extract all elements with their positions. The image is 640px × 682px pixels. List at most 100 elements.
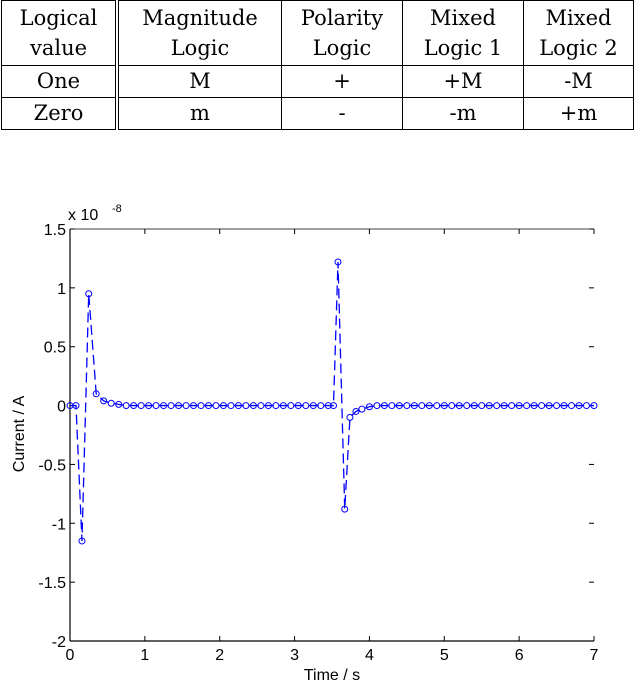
data-point	[175, 402, 183, 410]
data-point	[257, 402, 265, 410]
data-point	[249, 402, 257, 410]
table-cell: -M	[523, 65, 634, 98]
data-point	[523, 402, 531, 410]
x-tick-label: 3	[290, 647, 299, 664]
data-point	[152, 402, 160, 410]
data-point	[219, 402, 227, 410]
data-point	[107, 399, 115, 407]
y-tick-label: 1	[57, 281, 66, 298]
data-point	[373, 402, 381, 410]
y-tick-label: 1.5	[44, 222, 66, 239]
data-point	[130, 402, 138, 410]
header-line: Mixed	[430, 6, 496, 30]
data-point	[190, 402, 198, 410]
header-line: value	[29, 36, 88, 60]
table-header-row: Logical value Magnitude Logic Polarity Logi…	[1, 0, 634, 66]
logic-table: Logical value Magnitude Logic Polarity Logi…	[1, 0, 634, 130]
data-point	[410, 402, 418, 410]
table-cell: One	[1, 65, 119, 98]
data-point	[234, 402, 242, 410]
table-cell: Zero	[1, 97, 119, 130]
x-tick-label: 6	[515, 647, 524, 664]
data-point	[72, 402, 80, 410]
data-point	[388, 402, 396, 410]
data-point	[137, 402, 145, 410]
data-point	[167, 402, 175, 410]
data-point	[553, 402, 561, 410]
data-point	[530, 402, 538, 410]
data-point	[455, 402, 463, 410]
data-point	[346, 413, 354, 421]
data-point	[317, 402, 325, 410]
axes: 0 1 2 3 4 5 6 7 1.5 1 0.5 0 -0.5 -1 -1.5 -2	[38, 222, 598, 664]
table-cell: M	[116, 65, 282, 98]
data-point	[538, 402, 546, 410]
y-tick-label: 0	[57, 399, 66, 416]
data-point	[403, 402, 411, 410]
data-point	[287, 402, 295, 410]
data-point	[418, 402, 426, 410]
data-point	[294, 402, 302, 410]
y-tick-label: -0.5	[38, 457, 66, 474]
data-point	[341, 505, 349, 513]
data-point	[264, 402, 272, 410]
y-tick-label: 0.5	[44, 340, 66, 357]
data-point	[204, 402, 212, 410]
data-point	[508, 402, 516, 410]
table-cell: +	[281, 65, 403, 98]
data-point	[272, 402, 280, 410]
header-line: Logic	[170, 36, 230, 60]
x-tick-label: 2	[215, 647, 224, 664]
data-point	[329, 402, 337, 410]
data-point	[85, 290, 93, 298]
data-point	[590, 402, 598, 410]
header-line: Logical	[19, 6, 98, 30]
data-point	[560, 402, 568, 410]
header-line: Polarity	[300, 6, 384, 30]
y-tick-label: -2	[52, 634, 66, 651]
data-point	[575, 402, 583, 410]
y-exponent-base: x 10	[68, 207, 98, 224]
data-point	[334, 258, 342, 266]
data-point	[440, 402, 448, 410]
data-point	[160, 402, 168, 410]
data-point	[583, 402, 591, 410]
header-cell: Logical value	[1, 0, 119, 66]
data-point	[212, 402, 220, 410]
header-cell: Magnitude Logic	[116, 0, 282, 66]
data-point	[145, 402, 153, 410]
header-line: Logic 1	[423, 36, 503, 60]
data-point	[463, 402, 471, 410]
data-point	[395, 402, 403, 410]
header-cell: Mixed Logic 1	[402, 0, 524, 66]
x-tick-label: 5	[440, 647, 449, 664]
header-cell: Mixed Logic 2	[523, 0, 634, 66]
data-point	[568, 402, 576, 410]
table-row: Zero m - -m +m	[1, 97, 634, 130]
table-cell: +m	[523, 97, 634, 130]
table-cell: +M	[402, 65, 524, 98]
x-tick-label: 1	[140, 647, 149, 664]
data-point	[115, 400, 123, 408]
x-tick-label: 7	[590, 647, 599, 664]
x-tick-label: 0	[66, 647, 75, 664]
table-cell: -m	[402, 97, 524, 130]
data-point	[92, 390, 100, 398]
header-line: Logic 2	[539, 36, 618, 60]
data-point	[485, 402, 493, 410]
y-tick-label: -1	[52, 516, 66, 533]
data-point	[78, 537, 86, 545]
data-point	[470, 402, 478, 410]
series-line	[70, 261, 594, 541]
data-point	[500, 402, 508, 410]
data-point	[242, 402, 250, 410]
data-point	[448, 402, 456, 410]
data-point	[324, 402, 332, 410]
y-axis-label: Current / A	[11, 395, 28, 472]
data-point	[365, 403, 373, 411]
current-chart: 0 1 2 3 4 5 6 7 1.5 1 0.5 0 -0.5 -1 -1.5 -2 x 10 -8 Tim…	[11, 203, 599, 682]
data-point	[197, 402, 205, 410]
data-point	[478, 402, 486, 410]
x-tick-label: 4	[365, 647, 374, 664]
table-cell: m	[116, 97, 282, 130]
